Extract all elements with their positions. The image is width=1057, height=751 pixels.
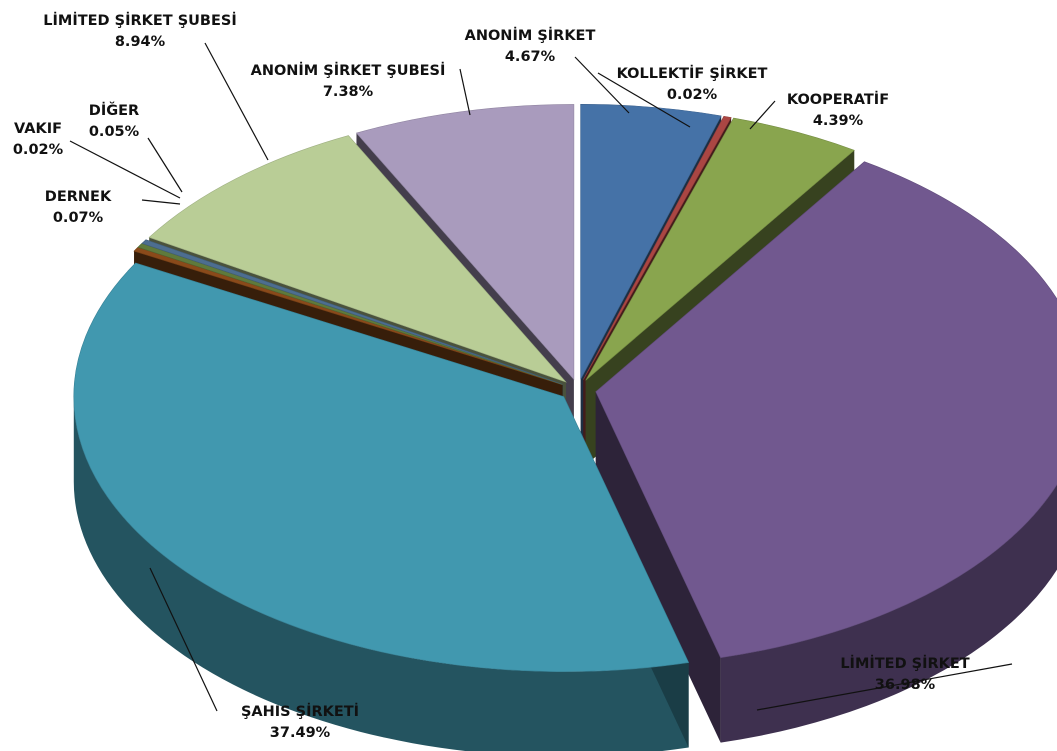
slice-3 [595, 161, 1057, 658]
slice-8 [148, 135, 567, 383]
leader-line-3 [756, 663, 1013, 711]
leader-line-4 [149, 567, 218, 712]
slice-label-value-2: 4.39% [813, 113, 864, 129]
data-labels: ANONİM ŞİRKET 4.67% KOLLEKTİF ŞİRKET 0.02% K… [13, 12, 970, 741]
leader-line-2 [749, 100, 776, 130]
slice-label-name-8: LİMİTED ŞİRKET ŞUBESİ [43, 12, 236, 29]
slice-9 [355, 104, 575, 381]
slice-label-value-3: 36.98% [875, 677, 936, 693]
slice-label-name-9: ANONİM ŞİRKET ŞUBESİ [251, 62, 446, 79]
leader-line-0 [574, 56, 630, 114]
pie-tops [73, 104, 1057, 672]
slice-label-name-3: LİMİTED ŞİRKET [840, 655, 969, 672]
leader-line-1 [597, 72, 691, 128]
leader-line-7 [147, 137, 183, 193]
slice-label-name-5: DERNEK [45, 189, 112, 205]
slice-label-value-9: 7.38% [323, 84, 374, 100]
slice-4 [73, 262, 690, 672]
leader-line-9 [459, 68, 471, 116]
leader-line-6 [69, 140, 181, 199]
label-leaders [69, 42, 1013, 712]
slice-label-name-1: KOLLEKTİF ŞİRKET [617, 65, 768, 82]
slice-1 [583, 115, 732, 380]
slice-label-name-2: KOOPERATİF [787, 91, 889, 108]
slice-0 [580, 104, 722, 380]
slice-2 [585, 117, 855, 381]
slice-label-value-5: 0.07% [53, 210, 104, 226]
slice-label-value-6: 0.02% [13, 142, 64, 158]
leader-line-5 [141, 199, 181, 205]
leader-line-8 [204, 42, 269, 161]
slice-label-name-7: DİĞER [89, 101, 139, 119]
slice-label-value-8: 8.94% [115, 34, 166, 50]
slice-label-name-4: ŞAHIS ŞİRKETİ [241, 703, 359, 720]
slice-label-value-4: 37.49% [270, 725, 331, 741]
slice-label-value-0: 4.67% [505, 49, 556, 65]
slice-label-value-7: 0.05% [89, 124, 140, 140]
slice-label-value-1: 0.02% [667, 87, 718, 103]
slice-label-name-0: ANONİM ŞİRKET [465, 27, 596, 44]
slice-label-name-6: VAKIF [14, 121, 62, 137]
slice-7 [141, 239, 563, 385]
